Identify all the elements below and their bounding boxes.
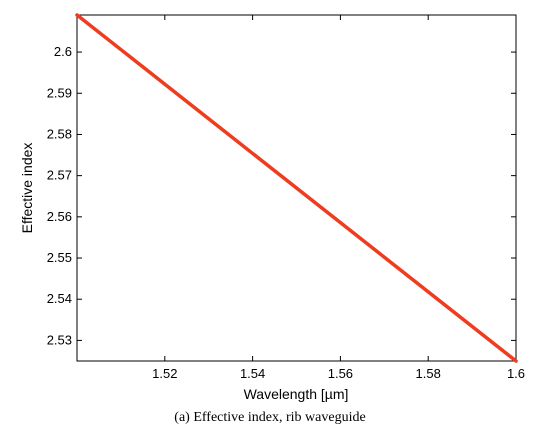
y-tick-label: 2.57 [47,168,72,183]
y-axis-label: Effective index [19,143,35,234]
x-axis-label: Wavelength [µm] [244,386,349,402]
x-tick-label: 1.52 [152,366,177,381]
x-tick-label: 1.6 [507,366,525,381]
y-tick-label: 2.59 [47,85,72,100]
y-tick-label: 2.56 [47,209,72,224]
y-tick-label: 2.58 [47,126,72,141]
x-axis: 1.52 1.54 1.56 1.58 1.6 [152,15,525,381]
plot-border [76,14,517,362]
x-tick-label: 1.58 [416,366,441,381]
effective-index-chart: 1.52 1.54 1.56 1.58 1.6 2.53 2.54 2.55 2.56 2.57… [19,13,525,402]
series-line [75,13,518,363]
figure-caption: (a) Effective index, rib waveguide [174,410,366,425]
plot-frame [76,14,517,362]
y-tick-label: 2.54 [47,291,72,306]
y-tick-label: 2.53 [47,332,72,347]
y-axis: 2.53 2.54 2.55 2.56 2.57 2.58 2.59 2.6 [47,44,516,347]
y-tick-label: 2.55 [47,250,72,265]
series-layer [75,13,518,363]
x-tick-label: 1.54 [240,366,265,381]
y-tick-label: 2.6 [54,44,72,59]
x-tick-label: 1.56 [328,366,353,381]
